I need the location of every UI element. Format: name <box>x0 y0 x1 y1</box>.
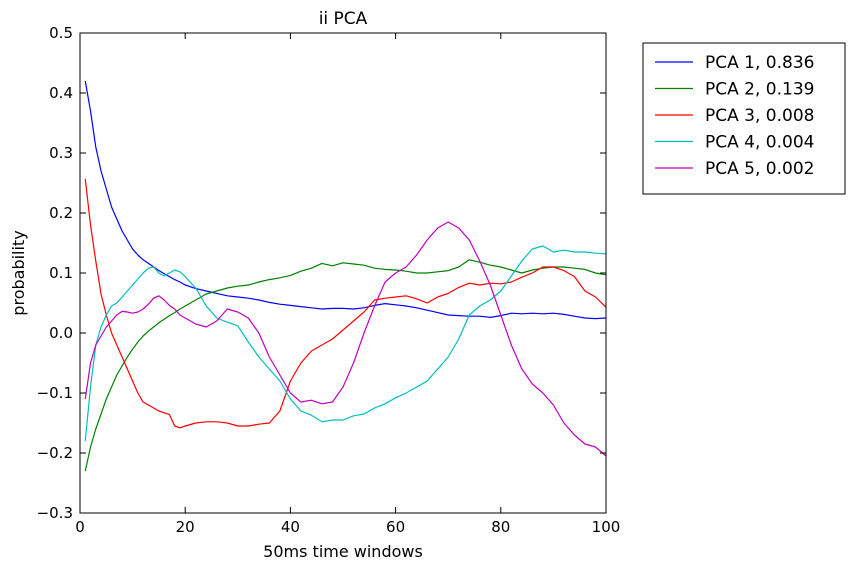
y-axis-label: probability <box>9 230 28 315</box>
y-tick-label: 0.3 <box>49 144 73 162</box>
legend-label-pca-1: PCA 1, 0.836 <box>705 53 814 73</box>
y-tick-label: 0.5 <box>49 24 73 42</box>
x-tick-label: 100 <box>592 518 621 536</box>
x-tick-label: 60 <box>386 518 405 536</box>
series-line-pca-2 <box>84 259 607 472</box>
x-tick-label: 40 <box>281 518 300 536</box>
y-tick-label: 0.0 <box>49 324 73 342</box>
legend-label-pca-2: PCA 2, 0.139 <box>705 80 814 100</box>
y-tick-label: 0.2 <box>49 204 73 222</box>
y-tick-label: −0.1 <box>37 384 73 402</box>
legend-label-pca-4: PCA 4, 0.004 <box>705 133 814 153</box>
x-tick-label: 80 <box>491 518 510 536</box>
legend-label-pca-5: PCA 5, 0.002 <box>705 159 814 179</box>
chart-title: ii PCA <box>319 9 368 29</box>
legend: PCA 1, 0.836 PCA 2, 0.139 PCA 3, 0.008 PCA … <box>642 42 846 195</box>
series-line-pca-5 <box>84 221 607 457</box>
x-axis: 0 20 40 60 80 100 <box>75 33 620 536</box>
x-axis-label: 50ms time windows <box>263 542 423 561</box>
y-tick-label: 0.4 <box>49 84 73 102</box>
x-tick-label: 20 <box>176 518 195 536</box>
legend-label-pca-3: PCA 3, 0.008 <box>705 106 814 126</box>
legend-box <box>642 42 846 195</box>
y-axis: −0.3 −0.2 −0.1 0.0 0.1 0.2 0.3 0.4 0.5 <box>37 24 606 522</box>
series-line-pca-3 <box>84 178 607 429</box>
series-line-pca-1 <box>84 80 607 320</box>
y-tick-label: −0.3 <box>37 504 73 522</box>
y-tick-label: −0.2 <box>37 444 73 462</box>
y-tick-label: 0.1 <box>49 264 73 282</box>
series-layer <box>84 80 607 472</box>
series-line-pca-4 <box>84 245 607 442</box>
x-tick-label: 0 <box>75 518 85 536</box>
